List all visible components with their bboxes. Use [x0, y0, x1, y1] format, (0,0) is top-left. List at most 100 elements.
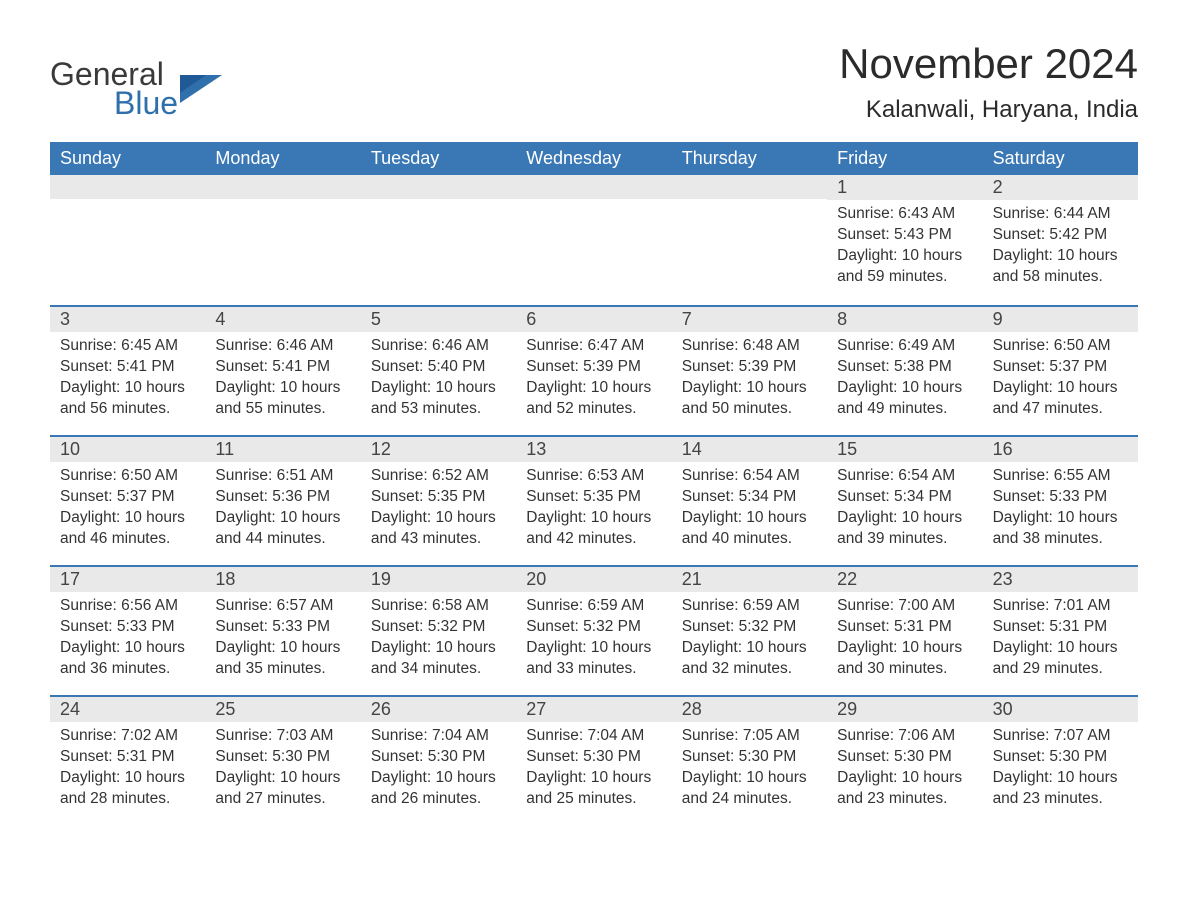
day-content: Sunrise: 6:57 AMSunset: 5:33 PMDaylight:… [205, 592, 360, 692]
logo-flag-icon [180, 75, 222, 103]
weekday-header-row: SundayMondayTuesdayWednesdayThursdayFrid… [50, 142, 1138, 175]
daylight-line: Daylight: 10 hours and 34 minutes. [371, 638, 506, 680]
day-content: Sunrise: 7:07 AMSunset: 5:30 PMDaylight:… [983, 722, 1138, 822]
day-cell [50, 175, 205, 305]
daylight-line: Daylight: 10 hours and 50 minutes. [682, 378, 817, 420]
sunset-line: Sunset: 5:30 PM [993, 747, 1128, 768]
sunset-line: Sunset: 5:39 PM [526, 357, 661, 378]
day-cell [361, 175, 516, 305]
day-cell: 3Sunrise: 6:45 AMSunset: 5:41 PMDaylight… [50, 307, 205, 435]
day-content: Sunrise: 6:44 AMSunset: 5:42 PMDaylight:… [983, 200, 1138, 300]
day-cell: 16Sunrise: 6:55 AMSunset: 5:33 PMDayligh… [983, 437, 1138, 565]
day-number: 16 [983, 437, 1138, 462]
day-cell: 22Sunrise: 7:00 AMSunset: 5:31 PMDayligh… [827, 567, 982, 695]
day-number: 2 [983, 175, 1138, 200]
sunset-line: Sunset: 5:31 PM [993, 617, 1128, 638]
day-number [205, 175, 360, 199]
week-row: 3Sunrise: 6:45 AMSunset: 5:41 PMDaylight… [50, 305, 1138, 435]
day-content: Sunrise: 7:00 AMSunset: 5:31 PMDaylight:… [827, 592, 982, 692]
daylight-line: Daylight: 10 hours and 28 minutes. [60, 768, 195, 810]
day-content [361, 199, 516, 289]
day-cell: 9Sunrise: 6:50 AMSunset: 5:37 PMDaylight… [983, 307, 1138, 435]
day-cell: 1Sunrise: 6:43 AMSunset: 5:43 PMDaylight… [827, 175, 982, 305]
sunrise-line: Sunrise: 7:06 AM [837, 726, 972, 747]
day-content: Sunrise: 6:46 AMSunset: 5:40 PMDaylight:… [361, 332, 516, 432]
daylight-line: Daylight: 10 hours and 42 minutes. [526, 508, 661, 550]
sunset-line: Sunset: 5:30 PM [371, 747, 506, 768]
daylight-line: Daylight: 10 hours and 43 minutes. [371, 508, 506, 550]
week-row: 10Sunrise: 6:50 AMSunset: 5:37 PMDayligh… [50, 435, 1138, 565]
daylight-line: Daylight: 10 hours and 46 minutes. [60, 508, 195, 550]
sunset-line: Sunset: 5:35 PM [526, 487, 661, 508]
sunset-line: Sunset: 5:33 PM [60, 617, 195, 638]
daylight-line: Daylight: 10 hours and 53 minutes. [371, 378, 506, 420]
sunset-line: Sunset: 5:31 PM [837, 617, 972, 638]
day-number: 26 [361, 697, 516, 722]
sunset-line: Sunset: 5:30 PM [215, 747, 350, 768]
sunrise-line: Sunrise: 7:01 AM [993, 596, 1128, 617]
day-content: Sunrise: 6:48 AMSunset: 5:39 PMDaylight:… [672, 332, 827, 432]
day-content [50, 199, 205, 289]
sunrise-line: Sunrise: 6:44 AM [993, 204, 1128, 225]
sunset-line: Sunset: 5:34 PM [682, 487, 817, 508]
title-block: November 2024 Kalanwali, Haryana, India [839, 40, 1138, 124]
sunset-line: Sunset: 5:35 PM [371, 487, 506, 508]
week-row: 17Sunrise: 6:56 AMSunset: 5:33 PMDayligh… [50, 565, 1138, 695]
day-content: Sunrise: 6:53 AMSunset: 5:35 PMDaylight:… [516, 462, 671, 562]
weekday-cell: Tuesday [361, 142, 516, 175]
day-number: 4 [205, 307, 360, 332]
day-number: 21 [672, 567, 827, 592]
day-number: 23 [983, 567, 1138, 592]
day-number: 8 [827, 307, 982, 332]
day-content [672, 199, 827, 289]
sunset-line: Sunset: 5:42 PM [993, 225, 1128, 246]
sunset-line: Sunset: 5:34 PM [837, 487, 972, 508]
daylight-line: Daylight: 10 hours and 58 minutes. [993, 246, 1128, 288]
day-content: Sunrise: 6:46 AMSunset: 5:41 PMDaylight:… [205, 332, 360, 432]
day-content: Sunrise: 6:50 AMSunset: 5:37 PMDaylight:… [983, 332, 1138, 432]
day-cell: 21Sunrise: 6:59 AMSunset: 5:32 PMDayligh… [672, 567, 827, 695]
day-number: 29 [827, 697, 982, 722]
sunset-line: Sunset: 5:32 PM [371, 617, 506, 638]
day-content: Sunrise: 6:45 AMSunset: 5:41 PMDaylight:… [50, 332, 205, 432]
day-cell: 6Sunrise: 6:47 AMSunset: 5:39 PMDaylight… [516, 307, 671, 435]
sunrise-line: Sunrise: 6:47 AM [526, 336, 661, 357]
sunrise-line: Sunrise: 6:45 AM [60, 336, 195, 357]
day-content: Sunrise: 6:56 AMSunset: 5:33 PMDaylight:… [50, 592, 205, 692]
day-cell: 7Sunrise: 6:48 AMSunset: 5:39 PMDaylight… [672, 307, 827, 435]
daylight-line: Daylight: 10 hours and 33 minutes. [526, 638, 661, 680]
day-content: Sunrise: 6:51 AMSunset: 5:36 PMDaylight:… [205, 462, 360, 562]
daylight-line: Daylight: 10 hours and 55 minutes. [215, 378, 350, 420]
day-cell: 24Sunrise: 7:02 AMSunset: 5:31 PMDayligh… [50, 697, 205, 825]
day-cell: 29Sunrise: 7:06 AMSunset: 5:30 PMDayligh… [827, 697, 982, 825]
day-cell: 23Sunrise: 7:01 AMSunset: 5:31 PMDayligh… [983, 567, 1138, 695]
sunrise-line: Sunrise: 6:43 AM [837, 204, 972, 225]
daylight-line: Daylight: 10 hours and 38 minutes. [993, 508, 1128, 550]
day-number: 20 [516, 567, 671, 592]
daylight-line: Daylight: 10 hours and 35 minutes. [215, 638, 350, 680]
daylight-line: Daylight: 10 hours and 26 minutes. [371, 768, 506, 810]
sunrise-line: Sunrise: 6:50 AM [60, 466, 195, 487]
day-cell: 26Sunrise: 7:04 AMSunset: 5:30 PMDayligh… [361, 697, 516, 825]
sunrise-line: Sunrise: 7:07 AM [993, 726, 1128, 747]
day-cell: 28Sunrise: 7:05 AMSunset: 5:30 PMDayligh… [672, 697, 827, 825]
daylight-line: Daylight: 10 hours and 23 minutes. [837, 768, 972, 810]
daylight-line: Daylight: 10 hours and 24 minutes. [682, 768, 817, 810]
day-number: 15 [827, 437, 982, 462]
sunset-line: Sunset: 5:41 PM [60, 357, 195, 378]
day-number: 12 [361, 437, 516, 462]
sunrise-line: Sunrise: 6:48 AM [682, 336, 817, 357]
day-number [361, 175, 516, 199]
sunset-line: Sunset: 5:39 PM [682, 357, 817, 378]
sunrise-line: Sunrise: 6:59 AM [526, 596, 661, 617]
sunrise-line: Sunrise: 6:46 AM [371, 336, 506, 357]
day-number: 6 [516, 307, 671, 332]
sunset-line: Sunset: 5:38 PM [837, 357, 972, 378]
day-content: Sunrise: 6:59 AMSunset: 5:32 PMDaylight:… [672, 592, 827, 692]
sunrise-line: Sunrise: 6:59 AM [682, 596, 817, 617]
sunrise-line: Sunrise: 7:04 AM [526, 726, 661, 747]
day-content: Sunrise: 6:49 AMSunset: 5:38 PMDaylight:… [827, 332, 982, 432]
logo-word2: Blue [114, 89, 178, 118]
day-cell [205, 175, 360, 305]
day-content: Sunrise: 7:03 AMSunset: 5:30 PMDaylight:… [205, 722, 360, 822]
